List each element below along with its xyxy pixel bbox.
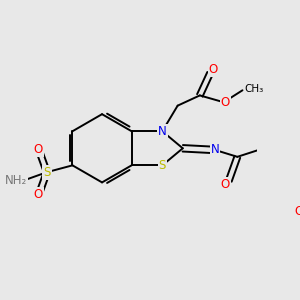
Text: O: O [221, 96, 230, 109]
Text: N: N [211, 143, 220, 157]
Text: O: O [221, 178, 230, 190]
Text: O: O [294, 205, 300, 218]
Text: O: O [34, 143, 43, 157]
Text: O: O [209, 63, 218, 76]
Text: N: N [158, 125, 167, 138]
Text: O: O [34, 188, 43, 201]
Text: S: S [159, 159, 166, 172]
Text: NH₂: NH₂ [5, 174, 27, 187]
Text: CH₃: CH₃ [245, 84, 264, 94]
Text: S: S [43, 166, 51, 179]
